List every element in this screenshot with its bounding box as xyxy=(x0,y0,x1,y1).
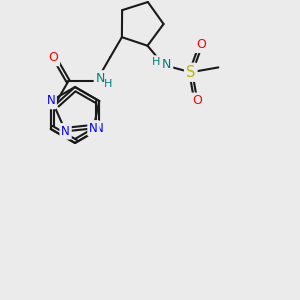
Text: N: N xyxy=(95,72,105,85)
Text: H: H xyxy=(152,57,160,67)
Text: N: N xyxy=(162,58,171,70)
Text: O: O xyxy=(192,94,202,107)
Text: H: H xyxy=(104,80,112,89)
Text: N: N xyxy=(46,94,55,107)
Text: N: N xyxy=(89,122,98,135)
Text: N: N xyxy=(61,125,70,138)
Text: O: O xyxy=(196,38,206,51)
Text: O: O xyxy=(48,51,58,64)
Text: S: S xyxy=(186,65,195,80)
Text: N: N xyxy=(95,122,103,136)
